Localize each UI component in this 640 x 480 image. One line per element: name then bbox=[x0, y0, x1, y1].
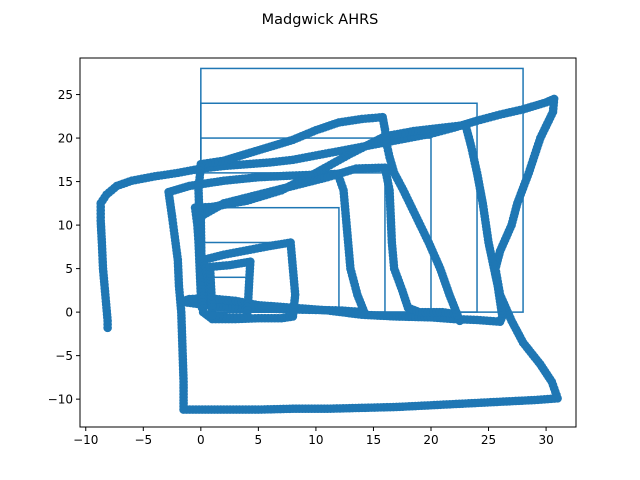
y-tick-label: 20 bbox=[58, 131, 73, 145]
x-tick-label: 25 bbox=[481, 433, 496, 447]
x-tick-label: −5 bbox=[134, 433, 152, 447]
axes-frame bbox=[79, 57, 577, 428]
x-tick-label: −10 bbox=[73, 433, 98, 447]
y-axis: −10 −5 0 5 10 15 20 25 bbox=[48, 88, 80, 406]
y-tick-label: 0 bbox=[65, 305, 73, 319]
x-tick-label: 15 bbox=[366, 433, 381, 447]
x-tick-label: 10 bbox=[308, 433, 323, 447]
x-tick-label: 0 bbox=[197, 433, 205, 447]
plot-data bbox=[96, 67, 562, 414]
y-tick-label: −10 bbox=[48, 392, 73, 406]
chart-title: Madgwick AHRS bbox=[262, 12, 379, 28]
y-tick-label: 10 bbox=[58, 218, 73, 232]
x-tick-label: 20 bbox=[423, 433, 438, 447]
x-tick-label: 5 bbox=[255, 433, 263, 447]
x-tick-label: 30 bbox=[538, 433, 553, 447]
y-tick-label: −5 bbox=[55, 349, 73, 363]
y-tick-label: 5 bbox=[65, 262, 73, 276]
y-tick-label: 25 bbox=[58, 88, 73, 102]
y-tick-label: 15 bbox=[58, 175, 73, 189]
trajectory-point bbox=[208, 311, 217, 320]
x-axis: −10 −5 0 5 10 15 20 25 30 bbox=[73, 427, 554, 447]
